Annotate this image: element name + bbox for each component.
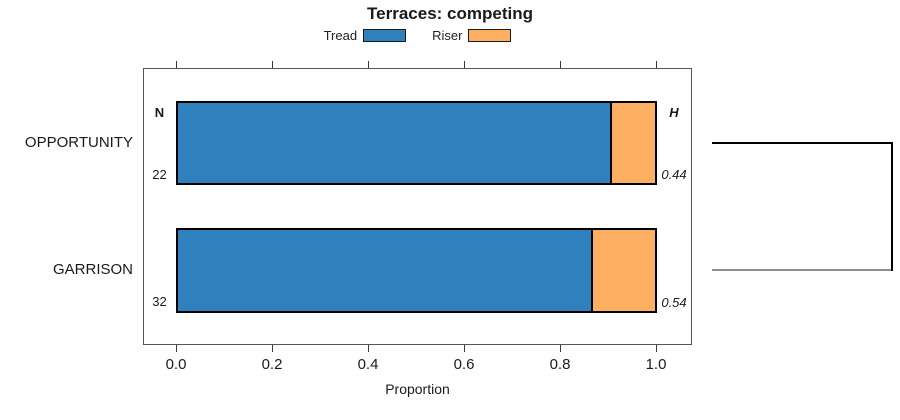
x-tick-label: 1.0	[645, 356, 667, 373]
category-label-garrison: GARRISON	[52, 261, 133, 278]
h-value-garrison: 0.54	[661, 295, 687, 310]
x-axis-top-tick	[656, 61, 658, 68]
n-value-garrison: 32	[152, 294, 167, 309]
x-tick-label: 0.2	[261, 356, 283, 373]
h-column-header: H	[669, 105, 679, 120]
x-tick-label: 0.4	[357, 356, 379, 373]
legend-label-tread: Tread	[323, 28, 358, 43]
x-tick-label: 0.8	[549, 356, 571, 373]
h-value-opportunity: 0.44	[661, 167, 687, 182]
x-axis-tick	[272, 345, 274, 352]
dendrogram-leaf-opportunity	[712, 142, 892, 144]
dendrogram-leaf-garrison	[712, 269, 892, 271]
legend-swatch-tread	[363, 29, 407, 42]
bar-segment-tread	[178, 103, 613, 183]
dendrogram-join	[891, 142, 893, 271]
n-column-header: N	[154, 105, 165, 120]
chart-title: Terraces: competing	[367, 4, 533, 23]
x-axis-tick	[464, 345, 466, 352]
bar-segment-riser	[592, 230, 655, 311]
plot-area-border	[143, 68, 692, 345]
x-tick-label: 0.0	[165, 356, 187, 373]
bar-segment-tread	[178, 230, 593, 311]
x-axis-tick	[560, 345, 562, 352]
x-axis-top-tick	[272, 61, 274, 68]
x-axis-tick	[176, 345, 178, 352]
x-axis-top-tick	[176, 61, 178, 68]
bar-garrison	[176, 228, 657, 313]
bar-segment-riser	[612, 103, 655, 183]
x-axis-top-tick	[464, 61, 466, 68]
category-label-opportunity: OPPORTUNITY	[24, 134, 133, 151]
legend-label-riser: Riser	[432, 28, 463, 43]
x-tick-label: 0.6	[453, 356, 475, 373]
x-axis-top-tick	[560, 61, 562, 68]
n-value-opportunity: 22	[152, 167, 167, 182]
legend: Tread Riser	[143, 27, 692, 44]
x-axis-top-tick	[368, 61, 370, 68]
x-axis-tick	[368, 345, 370, 352]
bar-opportunity	[176, 101, 657, 185]
legend-swatch-riser	[468, 29, 512, 42]
x-axis-label: Proportion	[385, 381, 450, 397]
x-axis-tick	[656, 345, 658, 352]
